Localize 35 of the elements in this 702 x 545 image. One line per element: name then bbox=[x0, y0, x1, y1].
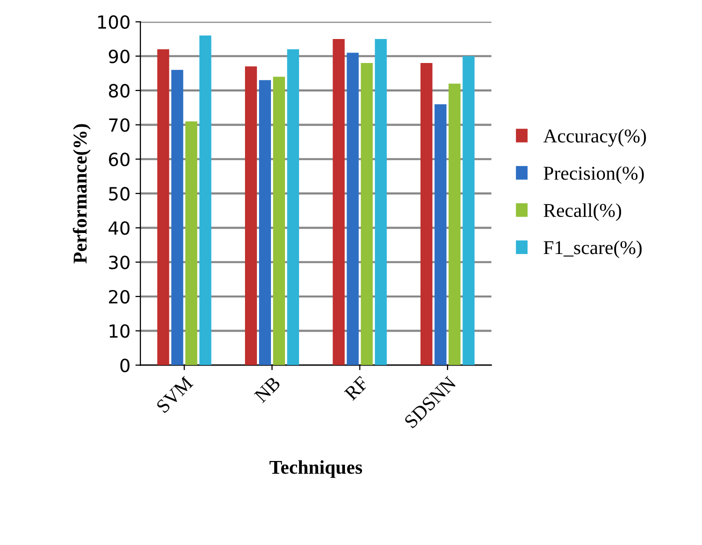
legend-label: Recall(%) bbox=[544, 203, 622, 221]
y-tick-label: 80 bbox=[108, 84, 130, 98]
y-axis-title: Performance(%) bbox=[72, 124, 91, 264]
y-tick-label: 20 bbox=[109, 290, 130, 304]
legend-label: F1_scare(%) bbox=[544, 240, 642, 258]
x-tick-label: RF bbox=[344, 376, 369, 401]
bar bbox=[157, 49, 170, 366]
y-tick-label: 90 bbox=[108, 50, 130, 64]
y-tick-label: 70 bbox=[109, 118, 130, 132]
bar bbox=[287, 49, 300, 366]
y-tick-label: 0 bbox=[120, 358, 130, 372]
bar bbox=[462, 56, 475, 366]
bar bbox=[434, 104, 446, 366]
y-tick-label: 30 bbox=[109, 256, 130, 270]
bar bbox=[185, 121, 198, 366]
bar bbox=[374, 38, 387, 366]
legend-label: Precision(%) bbox=[544, 166, 644, 184]
y-tick-label: 10 bbox=[110, 324, 130, 338]
x-axis-title: Techniques bbox=[270, 460, 362, 478]
bar bbox=[360, 63, 373, 366]
bar bbox=[420, 63, 432, 366]
bar bbox=[273, 76, 286, 366]
bar bbox=[259, 80, 271, 366]
bar bbox=[245, 66, 257, 366]
bar bbox=[199, 36, 212, 366]
bar bbox=[448, 84, 461, 366]
bar bbox=[171, 70, 184, 366]
y-tick-label: 60 bbox=[108, 152, 130, 166]
bar bbox=[332, 38, 345, 366]
x-tick-label: NB bbox=[254, 376, 281, 404]
y-tick-label: 100 bbox=[98, 15, 130, 29]
y-tick-label: 50 bbox=[109, 186, 130, 201]
legend-label: Accuracy(%) bbox=[543, 128, 646, 147]
y-tick-label: 40 bbox=[108, 221, 130, 235]
bar bbox=[346, 52, 359, 366]
